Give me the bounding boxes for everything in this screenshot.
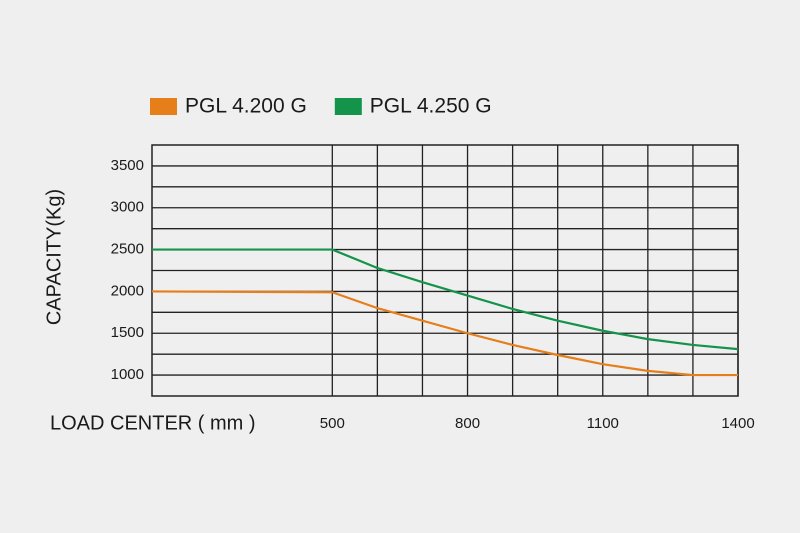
line-series <box>152 248 739 351</box>
line-series <box>151 290 738 377</box>
y-tick-label: 1000 <box>111 366 144 383</box>
legend-label: PGL 4.200 G <box>185 95 307 118</box>
legend-label: PGL 4.250 G <box>370 95 492 118</box>
y-axis-label: CAPACITY(Kg) <box>43 189 65 325</box>
y-tick-label: 2500 <box>111 241 144 258</box>
x-axis-label: LOAD CENTER ( mm ) <box>50 412 256 434</box>
x-tick-label: 1100 <box>587 415 619 432</box>
x-tick-label: 800 <box>455 415 480 432</box>
y-tick-label: 2000 <box>111 282 144 299</box>
x-tick-label: 1400 <box>721 415 754 432</box>
legend-swatch <box>334 98 362 115</box>
legend-swatch <box>150 98 177 115</box>
x-tick-label: 500 <box>320 415 345 432</box>
y-tick-label: 1500 <box>111 324 144 341</box>
y-tick-label: 3500 <box>111 157 144 174</box>
y-tick-label: 3000 <box>111 199 144 216</box>
